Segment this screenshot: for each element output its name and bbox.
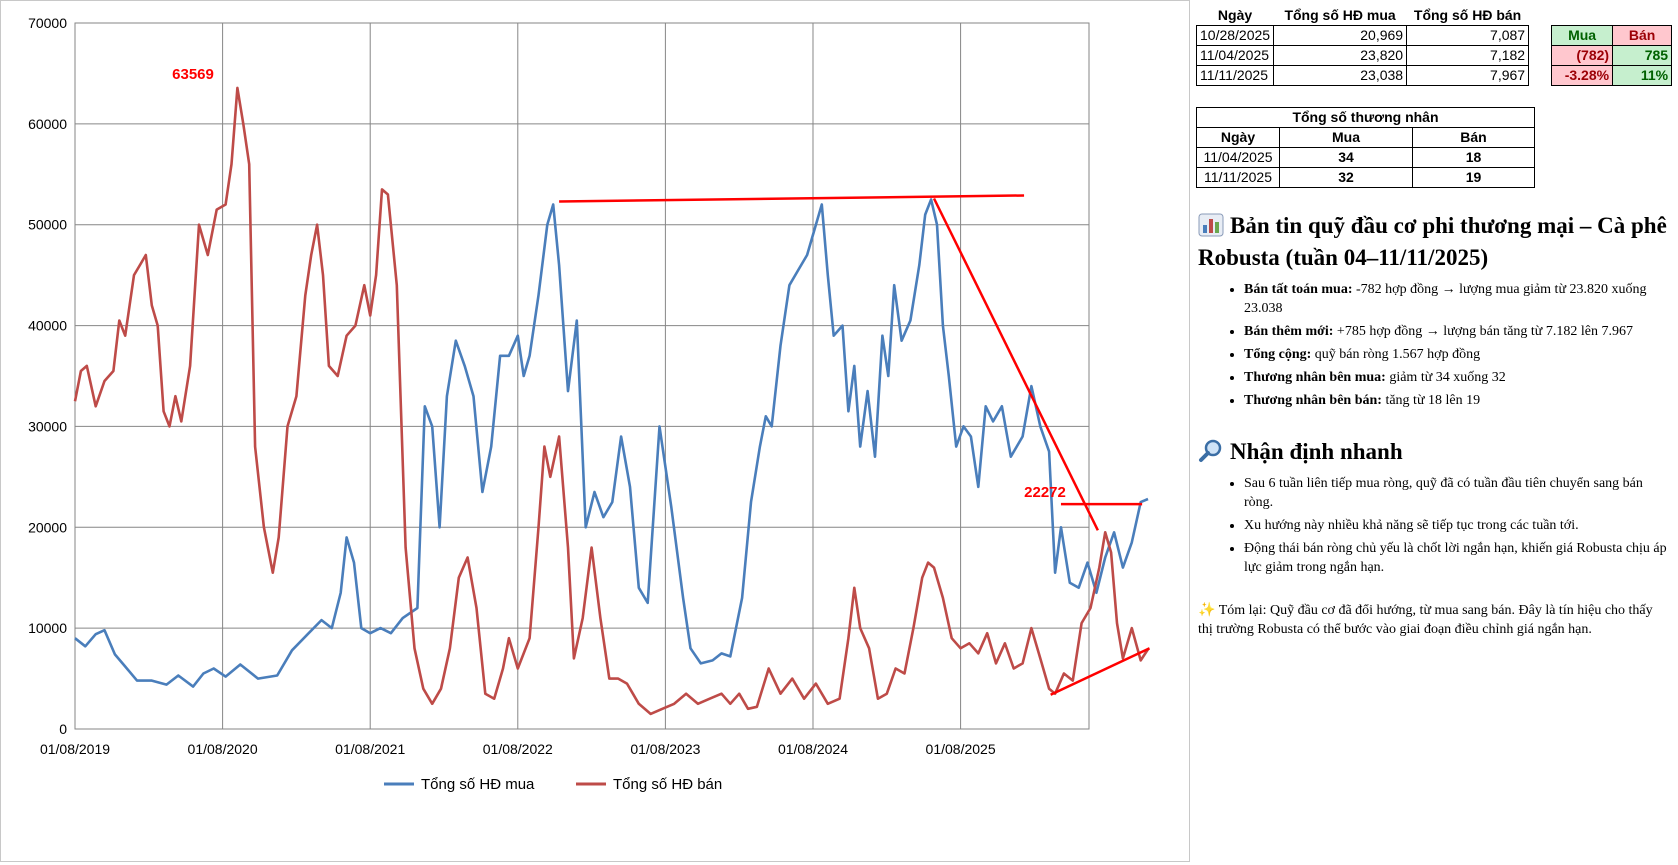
list-item: Sau 6 tuần liên tiếp mua ròng, quỹ đã có… [1244, 474, 1668, 512]
item-text: giảm từ 34 xuống 32 [1389, 370, 1506, 385]
item-label: Tổng cộng: [1244, 347, 1312, 362]
last-value-annotation: 22272 [1024, 484, 1066, 501]
row-date: 11/11/2025 [1196, 167, 1280, 188]
comparison-table: Ngày Tổng số HĐ mua Tổng số HĐ bán 10/28… [1195, 6, 1673, 86]
item-text: -782 hợp đồng → lượng mua giảm từ 23.820… [1244, 282, 1647, 316]
item-label: Bán thêm mới: [1244, 324, 1334, 339]
bulletin-title: Bản tin quỹ đầu cơ phi thương mại – Cà p… [1198, 210, 1668, 274]
col-header-date: Ngày [1196, 127, 1280, 148]
cot-chart: 0 10000 20000 30000 40000 50000 60000 70000 01/0… [28, 15, 1151, 793]
chart-panel: 0 10000 20000 30000 40000 50000 60000 70000 01/0… [0, 0, 1190, 862]
y-tick-label: 20000 [28, 519, 67, 535]
list-item: Bán tất toán mua: -782 hợp đồng → lượng … [1244, 280, 1668, 318]
change-sell-percent: 11% [1612, 65, 1673, 86]
table-row: 11/11/2025 23,038 7,967 -3.28% 11% [1195, 65, 1673, 86]
change-header-sell: Bán [1612, 25, 1673, 46]
section1-title: Bản tin quỹ đầu cơ phi thương mại – Cà p… [1198, 213, 1667, 270]
trader-title-row: Tổng số thương nhân [1196, 107, 1535, 128]
col-header-date: Ngày [1217, 7, 1253, 23]
x-tick-label: 01/08/2025 [926, 741, 996, 757]
summary: ✨ Tóm lại: Quỹ đầu cơ đã đổi hướng, từ m… [1198, 601, 1668, 639]
row-sell-traders: 18 [1412, 147, 1535, 168]
y-tick-label: 30000 [28, 418, 67, 434]
legend-label-buy: Tổng số HĐ mua [421, 776, 535, 793]
section2-list: Sau 6 tuần liên tiếp mua ròng, quỹ đã có… [1198, 474, 1668, 577]
table-header-row: Ngày Tổng số HĐ mua Tổng số HĐ bán [1197, 6, 1672, 26]
item-text: tăng từ 18 lên 19 [1385, 393, 1481, 408]
row-date: 11/11/2025 [1195, 65, 1275, 86]
list-item: Tổng cộng: quỹ bán ròng 1.567 hợp đồng [1244, 345, 1668, 364]
trader-table: Tổng số thương nhân Ngày Mua Bán 11/04/2… [1196, 107, 1535, 188]
bulletin: Bản tin quỹ đầu cơ phi thương mại – Cà p… [1198, 210, 1668, 639]
bar-chart-icon [1198, 213, 1224, 237]
item-label: Thương nhân bên mua: [1244, 370, 1386, 385]
sparkle-icon: ✨ [1198, 602, 1216, 618]
row-buy-traders: 34 [1279, 147, 1413, 168]
y-tick-label: 60000 [28, 116, 67, 132]
row-buy: 23,038 [1273, 65, 1408, 86]
table-row: 11/04/2025 23,820 7,182 (782) 785 [1195, 45, 1673, 66]
x-tick-label: 01/08/2022 [483, 741, 553, 757]
list-item: Động thái bán ròng chủ yếu là chốt lời n… [1244, 539, 1668, 577]
col-header-sell: Bán [1412, 127, 1535, 148]
y-tick-label: 0 [59, 721, 67, 737]
change-sell-contracts: 785 [1612, 45, 1673, 66]
y-tick-label: 10000 [28, 620, 67, 636]
y-tick-label: 40000 [28, 318, 67, 334]
list-item: Bán thêm mới: +785 hợp đồng → lượng bán … [1244, 322, 1668, 341]
row-date: 11/04/2025 [1195, 45, 1275, 66]
change-header-buy: Mua [1551, 25, 1614, 46]
list-item: Xu hướng này nhiều khả năng sẽ tiếp tục … [1244, 516, 1668, 535]
plot-area [74, 22, 1090, 730]
list-item: Thương nhân bên bán: tăng từ 18 lên 19 [1244, 391, 1668, 410]
row-date: 11/04/2025 [1196, 147, 1280, 168]
downtrend-line [932, 197, 1099, 531]
row-sell: 7,182 [1406, 45, 1530, 66]
table-row: 11/04/2025 34 18 [1196, 147, 1535, 168]
series-line-sell [73, 86, 1150, 716]
row-date: 10/28/2025 [1195, 25, 1275, 46]
item-label: Bán tất toán mua: [1244, 282, 1353, 297]
y-tick-label: 50000 [28, 217, 67, 233]
x-tick-label: 01/08/2021 [335, 741, 405, 757]
row-sell: 7,087 [1406, 25, 1530, 46]
x-tick-label: 01/08/2023 [630, 741, 700, 757]
x-tick-label: 01/08/2019 [40, 741, 110, 757]
col-header-sell: Tổng số HĐ bán [1413, 7, 1522, 23]
row-sell-traders: 19 [1412, 167, 1535, 188]
row-buy: 20,969 [1273, 25, 1408, 46]
summary-text: Tóm lại: Quỹ đầu cơ đã đổi hướng, từ mua… [1198, 603, 1653, 637]
table-row: 10/28/2025 20,969 7,087 Mua Bán [1195, 25, 1673, 46]
x-tick-label: 01/08/2020 [188, 741, 258, 757]
magnifier-icon [1199, 439, 1222, 462]
col-header-buy: Mua [1279, 127, 1413, 148]
series-line-buy [74, 198, 1149, 688]
row-buy: 23,820 [1273, 45, 1408, 66]
item-text: quỹ bán ròng 1.567 hợp đồng [1314, 347, 1481, 362]
support-trendline [1050, 647, 1151, 696]
item-label: Thương nhân bên bán: [1244, 393, 1382, 408]
section1-list: Bán tất toán mua: -782 hợp đồng → lượng … [1198, 280, 1668, 410]
row-sell: 7,967 [1406, 65, 1530, 86]
quick-take-title: Nhận định nhanh [1198, 436, 1668, 468]
item-text: +785 hợp đồng → lượng bán tăng từ 7.182 … [1336, 324, 1633, 339]
change-buy-contracts: (782) [1551, 45, 1614, 66]
col-header-buy: Tổng số HĐ mua [1284, 7, 1396, 23]
table-row: 11/11/2025 32 19 [1196, 167, 1535, 188]
legend-label-sell: Tổng số HĐ bán [613, 776, 722, 793]
change-buy-percent: -3.28% [1551, 65, 1614, 86]
table-header-row: Ngày Mua Bán [1196, 127, 1535, 148]
resistance-trendline [559, 194, 1025, 203]
section2-title: Nhận định nhanh [1230, 439, 1403, 464]
list-item: Thương nhân bên mua: giảm từ 34 xuống 32 [1244, 368, 1668, 387]
x-tick-label: 01/08/2024 [778, 741, 848, 757]
trader-table-title: Tổng số thương nhân [1196, 107, 1535, 128]
row-buy-traders: 32 [1279, 167, 1413, 188]
peak-annotation: 63569 [172, 66, 214, 83]
y-tick-label: 70000 [28, 15, 67, 31]
